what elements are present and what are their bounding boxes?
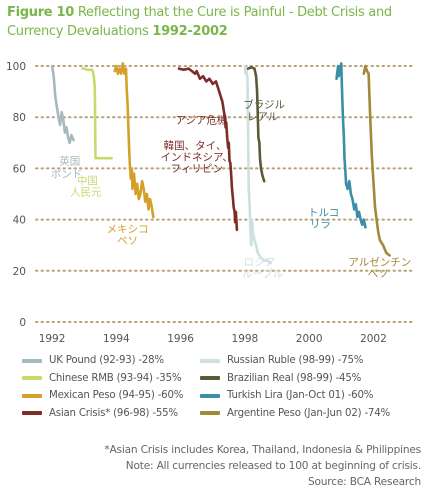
series-label-asian-crisis-1: 韓国、タイ、 bbox=[164, 140, 227, 152]
series-label-turkish-lira-0: トルコ bbox=[308, 207, 339, 219]
y-tick-label-100: 100 bbox=[6, 61, 26, 73]
x-tick-label-1996: 1996 bbox=[167, 333, 194, 345]
series-label-turkish-lira-1: リラ bbox=[310, 218, 331, 230]
series-label-chinese-rmb-0: 中国 bbox=[77, 174, 98, 187]
x-tick-label-2002: 2002 bbox=[360, 333, 387, 345]
legend-swatch bbox=[22, 358, 42, 363]
legend-label: Turkish Lira (Jan-Oct 01) -60% bbox=[227, 390, 374, 401]
series-label-russian-ruble-0: ロシア bbox=[244, 257, 276, 269]
legend-label: UK Pound (92-93) -28% bbox=[49, 355, 164, 366]
x-tick-label-1992: 1992 bbox=[39, 333, 66, 345]
series-label-asian-crisis-3: フィリピン bbox=[171, 163, 223, 175]
series-label-brazilian-real-0: ブラジル bbox=[243, 98, 285, 111]
series-line-turkish-lira bbox=[335, 62, 367, 229]
legend-label: Argentine Peso (Jan-Jun 02) -74% bbox=[227, 407, 390, 419]
footnote-note: Note: All currencies released to 100 at … bbox=[125, 460, 421, 472]
legend-label: Mexican Peso (94-95) -60% bbox=[49, 390, 184, 401]
legend-swatch bbox=[22, 411, 42, 415]
chart-title: Figure 10 Reflecting that the Cure is Pa… bbox=[7, 3, 422, 41]
series-label-argentine-peso-1: ペソ bbox=[368, 268, 389, 280]
y-tick-label-40: 40 bbox=[13, 215, 26, 227]
legend-item-uk-pound: UK Pound (92-93) -28% bbox=[22, 355, 164, 366]
figure-label: Figure 10 bbox=[7, 5, 75, 20]
series-label-russian-ruble-1: ルーブル bbox=[242, 267, 283, 280]
legend-item-asian-crisis: Asian Crisis* (96-98) -55% bbox=[22, 408, 178, 419]
series-line-uk-pound bbox=[50, 64, 75, 145]
legend-swatch bbox=[200, 411, 220, 415]
x-tick-label-1998: 1998 bbox=[232, 333, 259, 345]
legend-item-mexican-peso: Mexican Peso (94-95) -60% bbox=[22, 390, 183, 401]
series-label-argentine-peso-0: アルゼンチン bbox=[348, 257, 411, 269]
y-tick-label-60: 60 bbox=[13, 163, 26, 175]
title-text: Reflecting that the Cure is Painful - De… bbox=[7, 5, 392, 39]
y-tick-label-20: 20 bbox=[13, 266, 26, 278]
footnote: *Asian Crisis includes Korea, Thailand, … bbox=[104, 442, 421, 490]
series-label-mexican-peso-1: ペソ bbox=[117, 235, 138, 247]
legend-item-argentine-peso: Argentine Peso (Jan-Jun 02) -74% bbox=[200, 408, 390, 419]
series-line-brazilian-real bbox=[246, 66, 266, 183]
x-tick-label-1994: 1994 bbox=[103, 333, 130, 345]
chart-svg: 0 20 40 60 80 100 1992 1994 1996 1998 2000 2002 英国ポン… bbox=[6, 61, 413, 345]
legend-swatch bbox=[200, 358, 220, 363]
legend-item-turkish-lira: Turkish Lira (Jan-Oct 01) -60% bbox=[200, 390, 373, 401]
series-line-asian-crisis bbox=[177, 67, 239, 232]
title-years: 1992-2002 bbox=[152, 24, 228, 39]
legend-swatch bbox=[22, 393, 42, 398]
y-tick-label-80: 80 bbox=[13, 112, 26, 124]
legend-label: Chinese RMB (93-94) -35% bbox=[49, 372, 182, 384]
legend-label: Brazilian Real (98-99) -45% bbox=[227, 372, 362, 384]
series-label-asian-crisis-2: インドネシア、 bbox=[160, 152, 232, 164]
legend-item-brazilian-real: Brazilian Real (98-99) -45% bbox=[200, 373, 361, 384]
footnote-asian-crisis: *Asian Crisis includes Korea, Thailand, … bbox=[104, 444, 421, 456]
series-line-mexican-peso bbox=[113, 62, 155, 219]
series-label-mexican-peso-0: メキシコ bbox=[107, 223, 149, 235]
series-label-uk-pound-1: ポンド bbox=[51, 168, 83, 180]
legend-swatch bbox=[200, 393, 220, 398]
series-line-chinese-rmb bbox=[81, 67, 113, 160]
legend-label: Russian Ruble (98-99) -75% bbox=[227, 355, 364, 366]
x-tick-label-2000: 2000 bbox=[296, 333, 323, 345]
series-label-chinese-rmb-1: 人民元 bbox=[70, 186, 102, 198]
series-line-russian-ruble bbox=[243, 64, 272, 265]
legend-label: Asian Crisis* (96-98) -55% bbox=[49, 407, 178, 419]
footnote-source: Source: BCA Research bbox=[307, 476, 421, 488]
series-line-argentine-peso bbox=[362, 64, 391, 257]
y-tick-label-0: 0 bbox=[19, 317, 26, 329]
series-label-brazilian-real-1: レアル bbox=[247, 111, 278, 123]
series-label-asian-crisis-0: アジア危機 bbox=[175, 114, 228, 127]
legend-item-russian-ruble: Russian Ruble (98-99) -75% bbox=[200, 355, 363, 366]
legend-swatch bbox=[22, 376, 42, 380]
legend-item-chinese-rmb: Chinese RMB (93-94) -35% bbox=[22, 372, 182, 384]
legend-swatch bbox=[200, 376, 220, 380]
series-label-uk-pound-0: 英国 bbox=[59, 155, 80, 168]
